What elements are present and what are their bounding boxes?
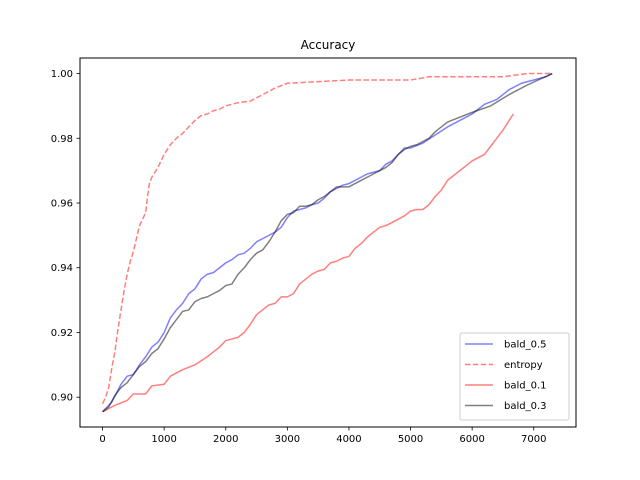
x-tick-label: 5000	[398, 434, 423, 445]
series-line-bald_0.1	[102, 113, 515, 413]
chart-title: Accuracy	[301, 38, 356, 52]
series-line-bald_0.3	[102, 72, 553, 413]
x-tick-label: 2000	[213, 434, 238, 445]
legend-label-bald_0.5: bald_0.5	[504, 340, 547, 351]
y-tick-label: 0.94	[51, 263, 73, 274]
legend-label-bald_0.1: bald_0.1	[504, 381, 547, 392]
series-line-entropy	[101, 72, 553, 405]
x-tick-label: 3000	[275, 434, 300, 445]
y-tick-label: 0.98	[51, 134, 73, 145]
series-line-bald_0.5	[102, 72, 553, 413]
y-tick-label: 0.92	[51, 328, 73, 339]
y-tick-label: 1.00	[51, 69, 73, 80]
legend-label-entropy: entropy	[504, 360, 543, 371]
y-axis-ticks: 0.90 0.92 0.94 0.96 0.98 1.00	[51, 69, 80, 404]
legend-label-bald_0.3: bald_0.3	[504, 401, 547, 412]
legend-box	[459, 332, 570, 421]
x-tick-label: 1000	[151, 434, 176, 445]
series-lines	[101, 72, 553, 413]
x-tick-label: 7000	[521, 434, 546, 445]
y-tick-label: 0.90	[51, 393, 73, 404]
x-axis-ticks: 0 1000 2000 3000 4000 5000 6000 7000	[99, 427, 546, 445]
x-tick-label: 4000	[336, 434, 361, 445]
x-tick-label: 0	[99, 434, 105, 445]
plot-frame	[79, 57, 577, 428]
x-tick-label: 6000	[459, 434, 484, 445]
y-tick-label: 0.96	[51, 199, 73, 210]
